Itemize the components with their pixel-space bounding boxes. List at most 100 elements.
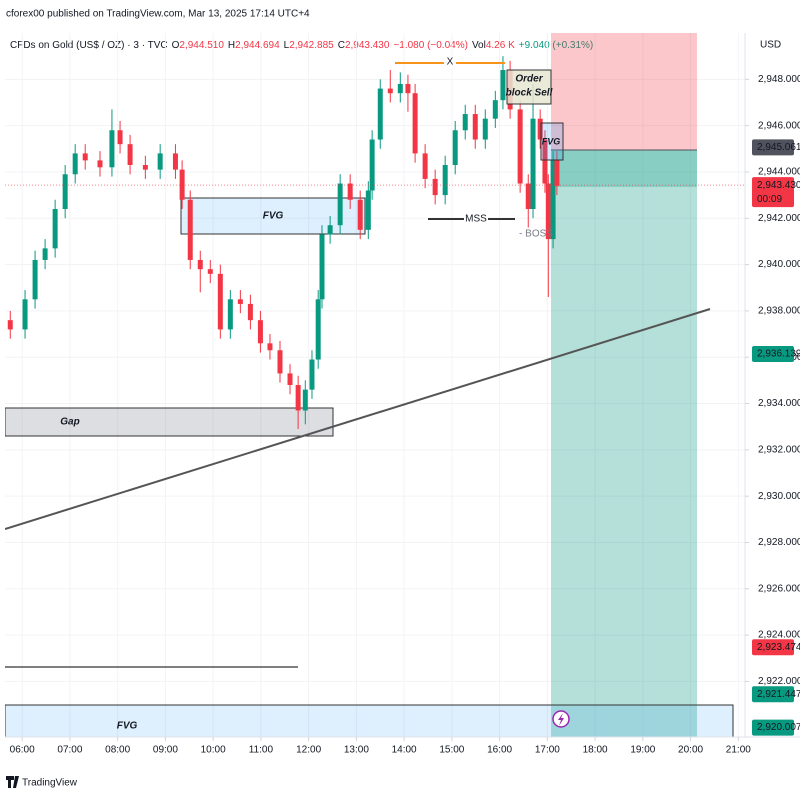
candle-body <box>319 234 325 300</box>
label-bg <box>444 56 456 69</box>
candles <box>5 56 745 429</box>
y-tick-label: 2,922.000 <box>758 676 800 687</box>
price-tag-label: 2,921.447 <box>757 689 800 700</box>
candle-body <box>267 343 273 351</box>
candle-body <box>545 183 551 240</box>
candle-body <box>377 88 383 140</box>
candle-body <box>412 93 418 154</box>
candle-body <box>347 183 353 200</box>
fvg-box <box>180 197 366 235</box>
x-tick-label: 13:00 <box>344 745 369 756</box>
candle-body <box>537 118 543 140</box>
ohlc-value: 2,942.885 <box>289 40 334 51</box>
ohlc-value: 2,944.694 <box>235 40 280 51</box>
y-tick-label: 2,926.000 <box>758 583 800 594</box>
order-block-label: block Sell <box>506 88 553 99</box>
symbol: CFDs on Gold (US$ / OZ) · 3 · TVC <box>10 40 168 51</box>
price-tag-label: 2,920.007 <box>757 722 800 733</box>
candle-body <box>337 183 343 226</box>
x-tick-label: 14:00 <box>392 745 417 756</box>
target-zone <box>551 150 697 737</box>
y-tick-label: 2,924.000 <box>758 630 800 641</box>
x-tick-label: 12:00 <box>296 745 321 756</box>
candle-body <box>525 183 531 209</box>
candle-body <box>7 320 13 330</box>
x-tick-label: 10:00 <box>201 745 226 756</box>
candle-body <box>517 109 523 184</box>
symbol-info: CFDs on Gold (US$ / OZ) · 3 · TVC O 2,944.… <box>10 40 593 51</box>
stop-zone <box>551 33 697 150</box>
candle-body <box>550 160 556 240</box>
ohlc-label: L <box>284 40 290 51</box>
grid <box>5 33 745 737</box>
fvg-label: FVG <box>542 136 561 146</box>
candle-body <box>127 144 133 165</box>
candle-body <box>397 83 403 94</box>
x-tick-label: 21:00 <box>726 745 751 756</box>
candle-body <box>530 118 536 209</box>
candle-body <box>309 359 315 390</box>
candle-body <box>197 259 203 270</box>
ohlc-label: C <box>338 40 345 51</box>
x-tick-label: 17:00 <box>535 745 560 756</box>
price-tag-label: 2,936.139 <box>757 349 800 360</box>
x-tick-label: 11:00 <box>249 745 274 756</box>
price-tag-label: 2,923.474 <box>757 642 800 653</box>
price-tag <box>752 719 794 736</box>
y-tick-label: 2,932.000 <box>758 444 800 455</box>
candle-body <box>247 303 253 321</box>
y-tick-label: 2,942.000 <box>758 213 800 224</box>
candle-body <box>237 299 243 304</box>
x-tick-label: 07:00 <box>57 745 82 756</box>
candle-body <box>500 70 506 101</box>
candle-body <box>109 130 115 168</box>
candle-body <box>287 373 293 385</box>
brand: TradingView <box>22 778 78 789</box>
candle-body <box>97 160 103 168</box>
x-tick-label: 09:00 <box>153 745 178 756</box>
y-tick-label: 2,934.000 <box>758 398 800 409</box>
candle-body <box>217 273 223 330</box>
label-bg <box>464 212 488 226</box>
candle-body <box>277 350 283 374</box>
candle-body <box>42 248 48 260</box>
fvg-box <box>5 704 734 737</box>
x-tick-label: 20:00 <box>678 745 703 756</box>
plot-area: FVG Gap FVG Order block Sell FVG X MSS -… <box>5 33 745 737</box>
price-tag <box>752 686 794 703</box>
axes: 2,922.000 2,924.000 2,926.000 2,928.000 2,93… <box>10 74 800 756</box>
x-tick-label: 08:00 <box>105 745 130 756</box>
candle-body <box>482 118 488 140</box>
candle-body <box>387 88 393 94</box>
price-tag <box>752 177 794 208</box>
candle-body <box>442 165 448 196</box>
currency-label: USD <box>760 40 781 51</box>
gap-box <box>5 407 334 437</box>
y-tick-label: 2,948.000 <box>758 74 800 85</box>
ohlc-label: O <box>172 40 180 51</box>
entry-zone <box>551 150 697 187</box>
y-tick-label: 2,944.000 <box>758 167 800 178</box>
fvg-box <box>540 122 564 161</box>
candle-body <box>422 153 428 179</box>
fvg-label: FVG <box>117 721 138 732</box>
fvg-label: FVG <box>263 211 284 222</box>
volume: 4.26 K <box>486 40 515 51</box>
candle-body <box>62 174 68 209</box>
published-line: cforex00 published on TradingView.com, M… <box>6 9 310 20</box>
volume-label: Vol <box>472 40 486 51</box>
candle-body <box>295 385 301 411</box>
candle-body <box>369 139 375 191</box>
ohlc-label: H <box>228 40 235 51</box>
mss-label: MSS <box>465 214 487 225</box>
candle-body <box>22 299 28 330</box>
candle-body <box>327 225 333 235</box>
volume-change: +9.040 (+0.31%) <box>519 40 594 51</box>
candle-body <box>315 299 321 360</box>
change: −1.080 (−0.04%) <box>393 40 468 51</box>
order-block-label: Order <box>515 74 543 85</box>
candle-body <box>462 114 468 131</box>
candle-body <box>302 389 308 411</box>
candle-body <box>157 153 163 170</box>
